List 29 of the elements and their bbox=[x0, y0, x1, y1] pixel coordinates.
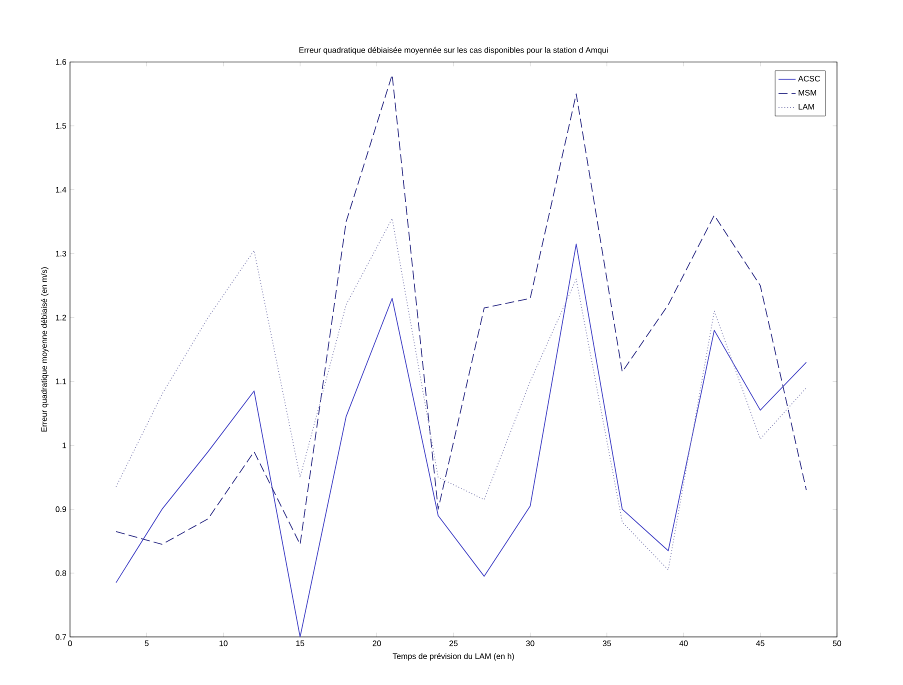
y-tick-label: 0.8 bbox=[56, 570, 66, 576]
x-tick-label: 45 bbox=[756, 640, 764, 646]
x-tick-label: 35 bbox=[602, 640, 612, 646]
y-tick-label: 1.5 bbox=[56, 123, 66, 129]
x-tick-label: 25 bbox=[449, 640, 458, 646]
legend-label: ACSC bbox=[798, 76, 820, 82]
x-tick-label: 0 bbox=[68, 640, 72, 646]
y-tick-label: 1.2 bbox=[56, 314, 66, 320]
y-tick-label: 1.6 bbox=[56, 59, 66, 65]
x-tick-label: 10 bbox=[220, 640, 228, 646]
legend-label: MSM bbox=[798, 90, 816, 96]
y-tick-label: 0.7 bbox=[56, 634, 66, 640]
line-series bbox=[116, 244, 807, 637]
line-series bbox=[116, 218, 807, 570]
x-tick-label: 30 bbox=[526, 640, 534, 646]
x-tick-label: 15 bbox=[296, 640, 304, 646]
legend-label: LAM bbox=[798, 104, 814, 110]
y-tick-label: 1.1 bbox=[56, 378, 66, 384]
x-axis-title: Temps de prévision du LAM (en h) bbox=[392, 653, 514, 661]
y-tick-label: 1.3 bbox=[56, 250, 66, 256]
x-tick-label: 20 bbox=[372, 640, 381, 646]
chart-title: Erreur quadratique débiaisée moyennée sur les cas disponibles pour la station d Amqui bbox=[299, 46, 608, 54]
x-tick-label: 40 bbox=[679, 640, 688, 646]
y-tick-label: 0.9 bbox=[56, 506, 66, 512]
x-tick-label: 50 bbox=[832, 640, 842, 646]
y-tick-label: 1.4 bbox=[56, 187, 66, 193]
y-axis-title: Erreur quadratique moyenne débiaisé (en m/s) bbox=[40, 267, 48, 432]
y-tick-label: 1 bbox=[62, 442, 66, 448]
x-tick-label: 5 bbox=[144, 640, 149, 646]
